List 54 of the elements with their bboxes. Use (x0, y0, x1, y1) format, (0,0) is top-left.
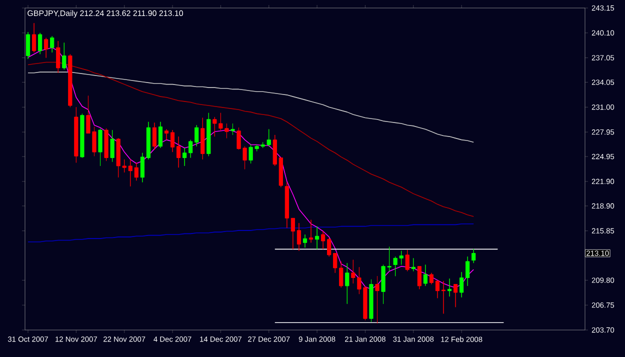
candlestick (453, 284, 458, 308)
candlestick (429, 272, 434, 285)
candlestick (206, 112, 211, 156)
candlestick (152, 122, 157, 150)
candlestick (308, 220, 314, 243)
candlestick (80, 113, 84, 158)
candlestick (405, 250, 410, 272)
candlestick (296, 222, 302, 252)
candlestick (423, 264, 428, 286)
candlestick (447, 278, 452, 297)
candlestick (345, 262, 350, 304)
candlestick (314, 226, 320, 250)
candlestick (98, 128, 102, 166)
candlestick (74, 106, 78, 163)
candlestick (466, 256, 470, 286)
candlestick (411, 258, 416, 272)
candlestick (417, 266, 422, 290)
candlestick (375, 276, 380, 324)
candlestick (333, 253, 338, 274)
candlestick (182, 148, 187, 166)
candlestick (278, 158, 283, 188)
candlestick (110, 130, 114, 162)
candlestick (56, 40, 60, 74)
candlestick (321, 230, 326, 250)
candlestick (200, 118, 205, 160)
candlestick (62, 42, 66, 70)
candlestick (44, 38, 48, 58)
candlestick (441, 280, 446, 314)
candlestick (339, 261, 344, 288)
candlestick (284, 182, 289, 228)
candlestick (460, 272, 464, 298)
candlestick (290, 218, 296, 250)
candlestick (164, 128, 169, 140)
candlestick (32, 22, 36, 53)
candlestick (230, 123, 235, 136)
candlestick (472, 248, 476, 264)
candlestick (26, 32, 30, 60)
candlestick (369, 279, 374, 322)
candlestick (140, 152, 144, 183)
candlestick (158, 122, 163, 148)
candlestick (302, 234, 308, 248)
candlestick (50, 36, 54, 53)
candlestick (194, 124, 199, 147)
candlestick (272, 134, 277, 166)
candlestick (188, 140, 193, 158)
candlestick (176, 136, 181, 168)
candlestick (38, 32, 42, 54)
candlestick (170, 130, 175, 152)
candlestick (435, 280, 440, 298)
candlestick (134, 162, 138, 181)
candlestick (327, 238, 332, 257)
candlestick (104, 128, 108, 162)
candlestick (68, 54, 72, 108)
candlestick (146, 122, 150, 160)
